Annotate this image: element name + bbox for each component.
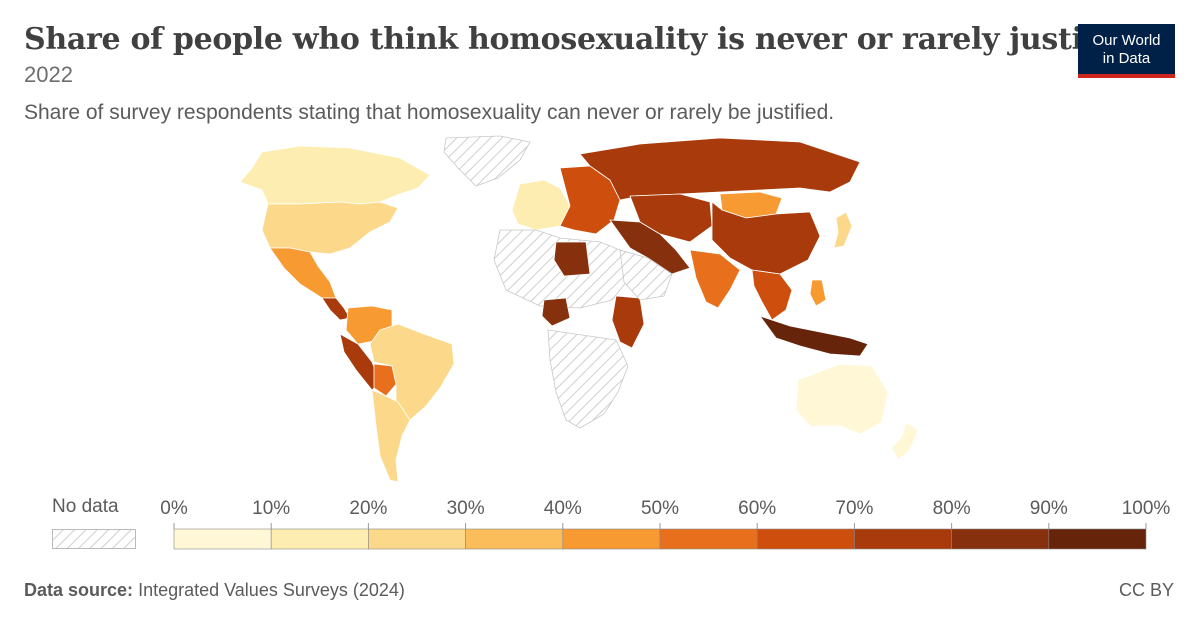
region-philippines[interactable] — [809, 279, 827, 307]
owid-logo[interactable]: Our World in Data — [1078, 24, 1175, 78]
data-source: Data source: Integrated Values Surveys (… — [24, 580, 405, 601]
logo-line-2: in Data — [1102, 50, 1151, 67]
legend-bin-30-40[interactable] — [465, 528, 564, 550]
region-kazakhstan-central-asia[interactable] — [629, 193, 713, 243]
legend-bin-60-70[interactable] — [756, 528, 855, 550]
region-new-zealand[interactable] — [891, 421, 919, 461]
region-usa[interactable] — [261, 201, 399, 255]
region-western-europe[interactable] — [511, 179, 571, 231]
region-china[interactable] — [711, 201, 821, 275]
legend-tick-label: 10% — [252, 498, 290, 519]
region-indonesia[interactable] — [758, 315, 869, 357]
region-greenland[interactable] — [443, 135, 531, 187]
legend-tick-label: 60% — [738, 498, 776, 519]
legend-tick-label: 100% — [1122, 498, 1171, 519]
legend-bin-90-100[interactable] — [1048, 528, 1147, 550]
legend-bin-80-90[interactable] — [951, 528, 1050, 550]
data-source-text[interactable]: Integrated Values Surveys (2024) — [138, 580, 405, 600]
region-japan[interactable] — [833, 211, 853, 249]
legend-bin-0-10[interactable] — [173, 528, 272, 550]
legend-tick-label: 20% — [349, 498, 387, 519]
legend-bin-50-60[interactable] — [659, 528, 758, 550]
region-australia[interactable] — [795, 363, 889, 435]
region-russia[interactable] — [579, 137, 861, 201]
legend-tick-label: 40% — [544, 498, 582, 519]
region-southern-africa[interactable] — [547, 329, 629, 429]
region-mexico[interactable] — [269, 247, 337, 299]
region-saudi-arabia[interactable] — [619, 249, 673, 301]
chart-subtitle: Share of survey respondents stating that… — [24, 101, 835, 124]
world-map-svg[interactable] — [0, 130, 1200, 490]
legend-tick-label: 70% — [835, 498, 873, 519]
legend-bin-40-50[interactable] — [562, 528, 661, 550]
legend-tick-label: 80% — [933, 498, 971, 519]
legend-tick-label: 50% — [641, 498, 679, 519]
legend-tick-label: 30% — [447, 498, 485, 519]
legend-bin-20-30[interactable] — [368, 528, 466, 550]
region-nigeria[interactable] — [541, 297, 571, 327]
chart-year: 2022 — [24, 62, 73, 87]
logo-line-1: Our World — [1092, 32, 1161, 49]
no-data-label: No data — [52, 496, 119, 517]
legend-tick-label: 90% — [1030, 498, 1068, 519]
legend-bin-70-80[interactable] — [854, 528, 952, 550]
legend-bin-10-20[interactable] — [270, 528, 369, 550]
region-ethiopia-kenya[interactable] — [611, 295, 645, 349]
region-central-america[interactable] — [321, 297, 351, 321]
data-source-label: Data source: — [24, 580, 134, 600]
region-brazil[interactable] — [369, 323, 455, 421]
region-southeast-asia[interactable] — [751, 269, 793, 321]
region-libya[interactable] — [553, 241, 591, 277]
legend-scale: 0% 10% 20% 30% 40% 50% 60% 70% 80% 90% 100% — [160, 498, 1171, 550]
chart-title: Share of people who think homosexuality … — [24, 22, 1146, 57]
region-india[interactable] — [689, 249, 741, 309]
world-map[interactable] — [0, 130, 1200, 490]
legend-tick-label: 0% — [160, 498, 188, 519]
license-link[interactable]: CC BY — [1118, 580, 1174, 600]
color-legend: No data 0% 10% 20% 30% 40% 50% 60% 70% 80% 90% 100… — [0, 492, 1200, 552]
no-data-swatch[interactable] — [52, 529, 136, 549]
region-canada[interactable] — [239, 145, 431, 205]
region-argentina-chile[interactable] — [371, 389, 411, 483]
